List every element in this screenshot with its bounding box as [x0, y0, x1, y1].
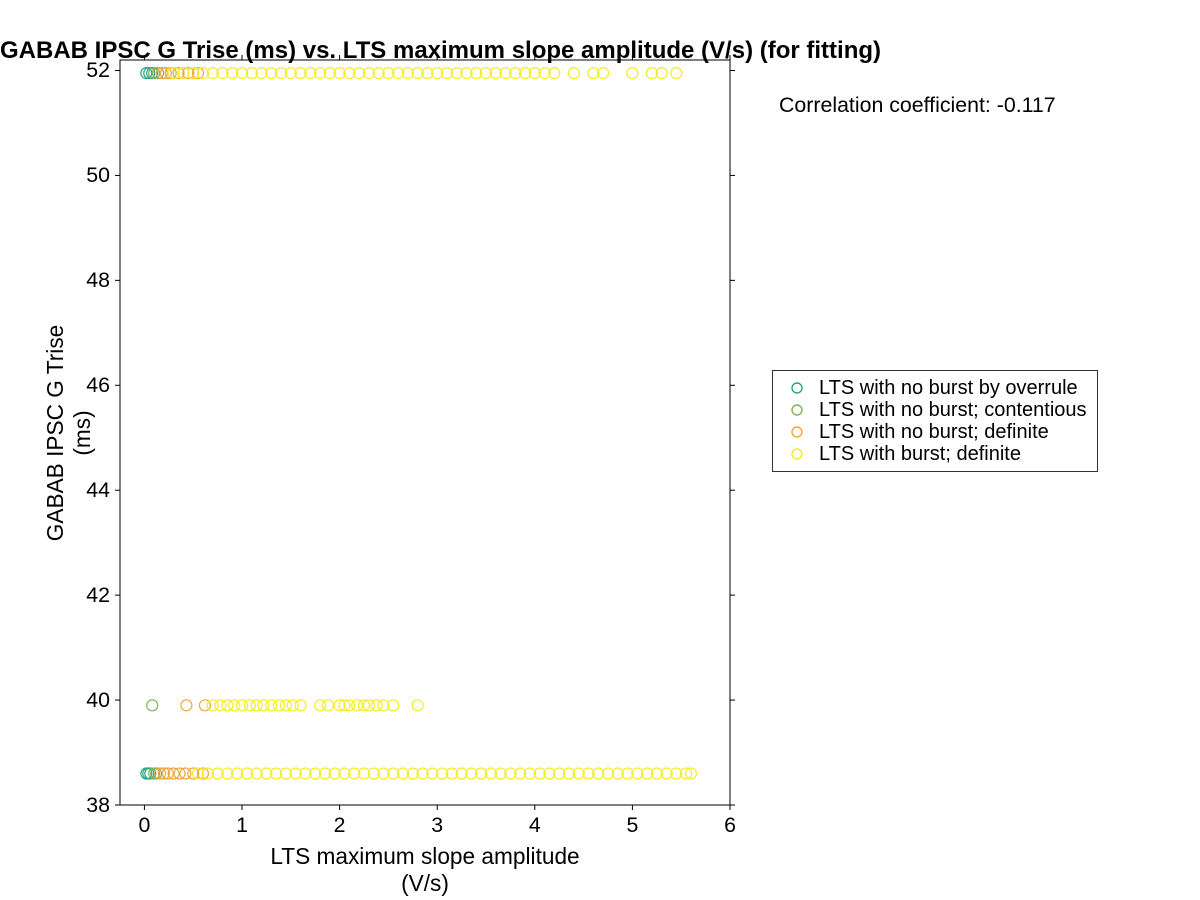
x-tick-label: 3: [417, 813, 457, 838]
correlation-annotation: Correlation coefficient: -0.117: [779, 93, 1056, 118]
x-tick-label: 1: [222, 813, 262, 838]
legend-item: LTS with burst; definite: [783, 443, 1087, 465]
y-tick-label: 48: [70, 268, 110, 293]
legend-item: LTS with no burst; definite: [783, 421, 1087, 443]
y-tick-label: 38: [70, 793, 110, 818]
x-tick-label: 0: [124, 813, 164, 838]
legend-marker-icon: [783, 403, 811, 417]
y-tick-label: 40: [70, 688, 110, 713]
chart-container: GABAB IPSC G Trise (ms) vs. LTS maximum …: [0, 0, 1200, 900]
y-axis-label: GABAB IPSC G Trise (ms): [42, 303, 96, 563]
legend-label: LTS with no burst; definite: [811, 421, 1049, 444]
y-tick-label: 44: [70, 478, 110, 503]
x-tick-label: 5: [612, 813, 652, 838]
legend-label: LTS with no burst by overrule: [811, 377, 1078, 400]
legend-label: LTS with burst; definite: [811, 443, 1021, 466]
x-tick-label: 4: [515, 813, 555, 838]
x-tick-label: 2: [320, 813, 360, 838]
y-tick-label: 50: [70, 163, 110, 188]
x-axis-label: LTS maximum slope amplitude (V/s): [255, 843, 595, 897]
y-tick-label: 42: [70, 583, 110, 608]
legend-marker-icon: [783, 447, 811, 461]
y-tick-label: 46: [70, 373, 110, 398]
legend-item: LTS with no burst; contentious: [783, 399, 1087, 421]
legend-label: LTS with no burst; contentious: [811, 399, 1087, 422]
legend: LTS with no burst by overruleLTS with no…: [772, 370, 1098, 472]
y-tick-label: 52: [70, 58, 110, 83]
legend-marker-icon: [783, 425, 811, 439]
legend-marker-icon: [783, 381, 811, 395]
legend-item: LTS with no burst by overrule: [783, 377, 1087, 399]
scatter-plot: [100, 40, 750, 825]
x-tick-label: 6: [710, 813, 750, 838]
